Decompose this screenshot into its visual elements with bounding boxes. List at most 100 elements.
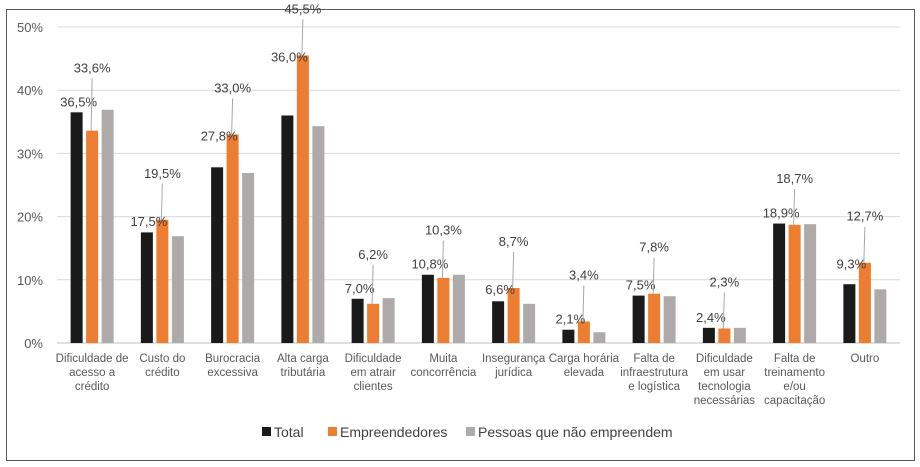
y-tick-label: 10%: [17, 273, 43, 288]
bar-pessoas-que-não-empreendem: [312, 126, 325, 343]
x-category-label: Dificuldade: [696, 353, 753, 365]
x-category-label: Burocracia: [205, 353, 261, 365]
bar-pessoas-que-não-empreendem: [242, 172, 255, 343]
x-category-label: em usar: [704, 367, 746, 379]
x-category-label: e logística: [628, 381, 680, 393]
x-category-label: infraestrutura: [620, 367, 688, 379]
data-label-leader-line: [231, 98, 234, 135]
legend-swatch: [328, 427, 337, 436]
data-label-leader-line: [441, 240, 444, 278]
bar-pessoas-que-não-empreendem: [804, 224, 817, 343]
bar-empreendedores: [718, 328, 731, 343]
data-label-leader-line: [301, 19, 304, 56]
data-label-empreendedores: 12,7%: [846, 209, 883, 224]
x-category-label: Insegurança: [482, 353, 546, 365]
x-category-label: Carga horária: [549, 353, 620, 365]
bar-pessoas-que-não-empreendem: [171, 236, 184, 343]
x-category-label: Dificuldade de: [56, 353, 129, 365]
bar-empreendedores: [156, 219, 169, 343]
x-category-label: Muita: [429, 353, 458, 365]
bar-empreendedores: [648, 293, 661, 343]
bar-empreendedores: [507, 288, 520, 343]
bar-pessoas-que-não-empreendem: [523, 303, 536, 343]
x-category-label: crédito: [145, 367, 180, 379]
data-label-leader-line: [512, 252, 515, 289]
data-label-leader-line: [863, 226, 866, 263]
data-label-leader-line: [90, 78, 93, 131]
x-category-label: Outro: [850, 353, 879, 365]
bar-empreendedores: [367, 303, 380, 343]
data-label-leader-line: [722, 292, 725, 329]
data-label-total: 2,4%: [696, 310, 726, 325]
bar-pessoas-que-não-empreendem: [874, 289, 887, 343]
legend-label: Empreendedores: [340, 424, 447, 440]
data-label-empreendedores: 2,3%: [710, 274, 740, 289]
x-category-label: tributária: [281, 367, 326, 379]
legend-label: Total: [274, 424, 304, 440]
x-category-label: necessárias: [694, 395, 756, 407]
x-category-label: excessiva: [207, 367, 258, 379]
x-category-label: Custo do: [139, 353, 185, 365]
bar-total: [140, 232, 153, 343]
x-category-label: treinamento: [764, 367, 825, 379]
data-label-empreendedores: 45,5%: [284, 1, 321, 16]
x-category-label: Falta de: [633, 353, 675, 365]
data-label-leader-line: [582, 285, 585, 322]
data-label-empreendedores: 7,8%: [639, 240, 669, 255]
bar-total: [632, 295, 645, 343]
bar-empreendedores: [296, 55, 309, 343]
data-label-leader-line: [652, 257, 655, 294]
x-category-label: capacitação: [764, 395, 825, 407]
data-label-empreendedores: 10,3%: [425, 223, 462, 238]
data-label-empreendedores: 8,7%: [499, 234, 529, 249]
data-label-total: 36,5%: [60, 94, 97, 109]
data-label-total: 36,0%: [271, 49, 308, 64]
data-label-total: 10,8%: [411, 257, 448, 272]
x-category-label: acesso a: [69, 367, 116, 379]
bar-total: [702, 327, 715, 343]
y-tick-label: 0%: [24, 336, 43, 351]
data-label-leader-line: [160, 183, 163, 220]
data-label-empreendedores: 18,7%: [776, 171, 813, 186]
data-label-total: 6,6%: [485, 282, 515, 297]
x-category-label: jurídica: [494, 367, 533, 379]
bar-pessoas-que-não-empreendem: [452, 274, 465, 343]
bar-total: [773, 223, 786, 343]
bar-total: [421, 274, 434, 343]
x-category-label: concorrência: [410, 367, 476, 379]
data-label-empreendedores: 33,0%: [214, 80, 251, 95]
x-category-label: e/ou: [783, 381, 805, 393]
y-tick-label: 40%: [17, 83, 43, 98]
x-category-label: Dificuldade: [345, 353, 402, 365]
x-category-label: Falta de: [774, 353, 816, 365]
bar-total: [492, 301, 505, 343]
data-label-total: 18,9%: [763, 206, 800, 221]
data-label-empreendedores: 19,5%: [144, 166, 181, 181]
data-label-leader-line: [371, 264, 374, 304]
y-tick-label: 30%: [17, 146, 43, 161]
y-tick-label: 50%: [17, 20, 43, 35]
bar-empreendedores: [858, 262, 871, 343]
bar-total: [351, 298, 364, 343]
bar-pessoas-que-não-empreendem: [733, 327, 746, 343]
data-label-total: 9,3%: [837, 257, 867, 272]
data-label-total: 7,0%: [345, 281, 375, 296]
bar-pessoas-que-não-empreendem: [382, 298, 395, 343]
data-label-total: 27,8%: [201, 128, 238, 143]
bar-total: [281, 115, 294, 343]
legend-swatch: [262, 427, 271, 436]
y-tick-label: 20%: [17, 210, 43, 225]
bar-empreendedores: [437, 277, 450, 343]
data-label-total: 2,1%: [556, 312, 586, 327]
x-category-label: clientes: [354, 381, 393, 393]
bar-pessoas-que-não-empreendem: [593, 332, 606, 343]
bar-total: [70, 112, 83, 343]
bar-pessoas-que-não-empreendem: [101, 109, 114, 344]
x-category-label: em atrair: [350, 367, 396, 379]
x-category-label: tecnologia: [698, 381, 751, 393]
data-label-total: 7,5%: [626, 278, 656, 293]
bar-pessoas-que-não-empreendem: [663, 296, 676, 343]
bar-total: [211, 167, 224, 343]
x-category-label: Alta carga: [277, 353, 329, 365]
